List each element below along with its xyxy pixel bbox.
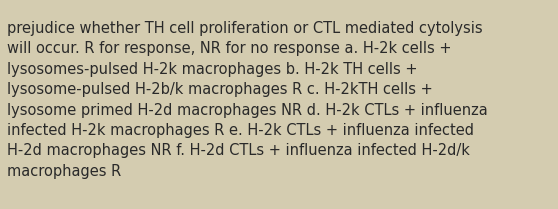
Text: prejudice whether TH cell proliferation or CTL mediated cytolysis
will occur. R : prejudice whether TH cell proliferation … bbox=[7, 21, 488, 179]
